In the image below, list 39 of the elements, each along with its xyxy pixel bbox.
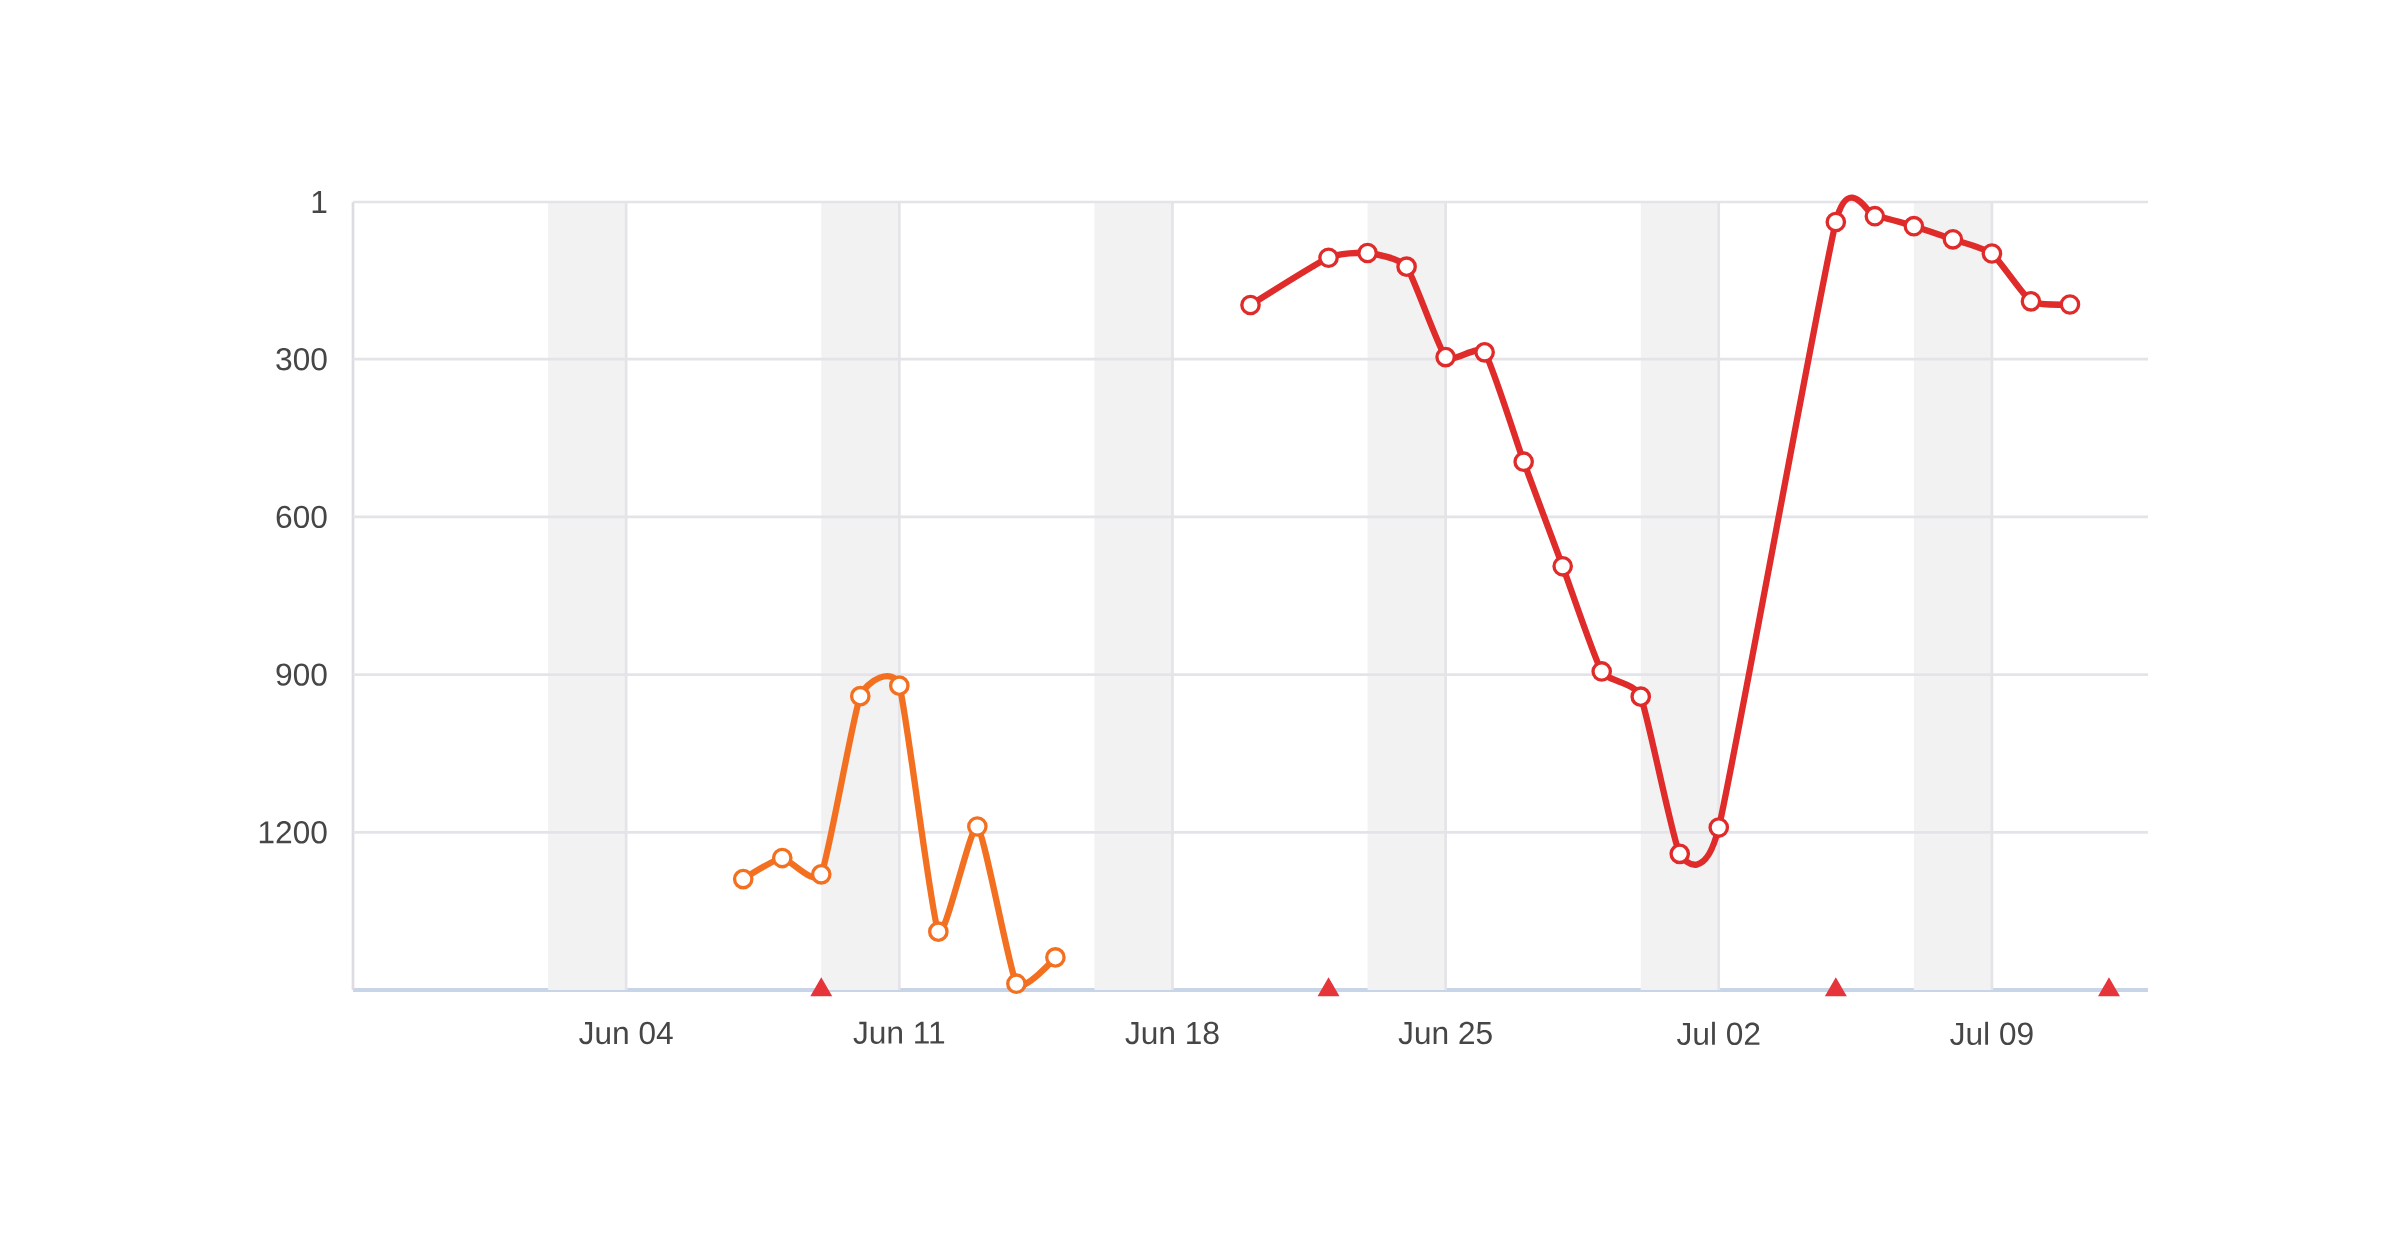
x-tick-label: Jul 09 [1950,1021,2033,1046]
point [1630,686,1652,708]
point [771,847,793,869]
point [1513,451,1534,473]
point [849,685,871,707]
point [1669,843,1691,865]
point [1825,211,1847,233]
point [1318,247,1339,269]
y-tick-label: 1200 [259,821,327,844]
point [732,868,754,890]
x-tick-label: Jul 02 [1676,1021,1760,1046]
point [1942,228,1964,250]
point [1435,346,1456,368]
point [1903,215,1925,237]
x-tick-label: Jun 11 [853,1021,945,1044]
point [2020,291,2042,312]
y-tick-label: 1 [312,191,327,213]
y-tick-label: 900 [276,663,327,686]
x-tick-label: Jun 04 [579,1021,673,1045]
point [927,921,949,942]
point [1864,205,1886,227]
point [1708,817,1730,838]
point [1240,294,1261,316]
point [1552,555,1574,577]
y-tick-label: 300 [276,347,327,371]
y-tick-label: 600 [276,505,327,529]
x-tick-label: Jun 25 [1398,1021,1492,1045]
point [1045,947,1066,968]
x-tick-label: Jun 18 [1125,1021,1219,1045]
point [1981,243,2003,264]
point [1474,342,1495,363]
point [1396,256,1417,277]
point [1591,661,1613,682]
point [810,864,832,885]
point [1006,973,1027,995]
point [888,675,910,696]
point [1357,242,1378,264]
point [967,816,988,837]
point [2059,294,2081,315]
